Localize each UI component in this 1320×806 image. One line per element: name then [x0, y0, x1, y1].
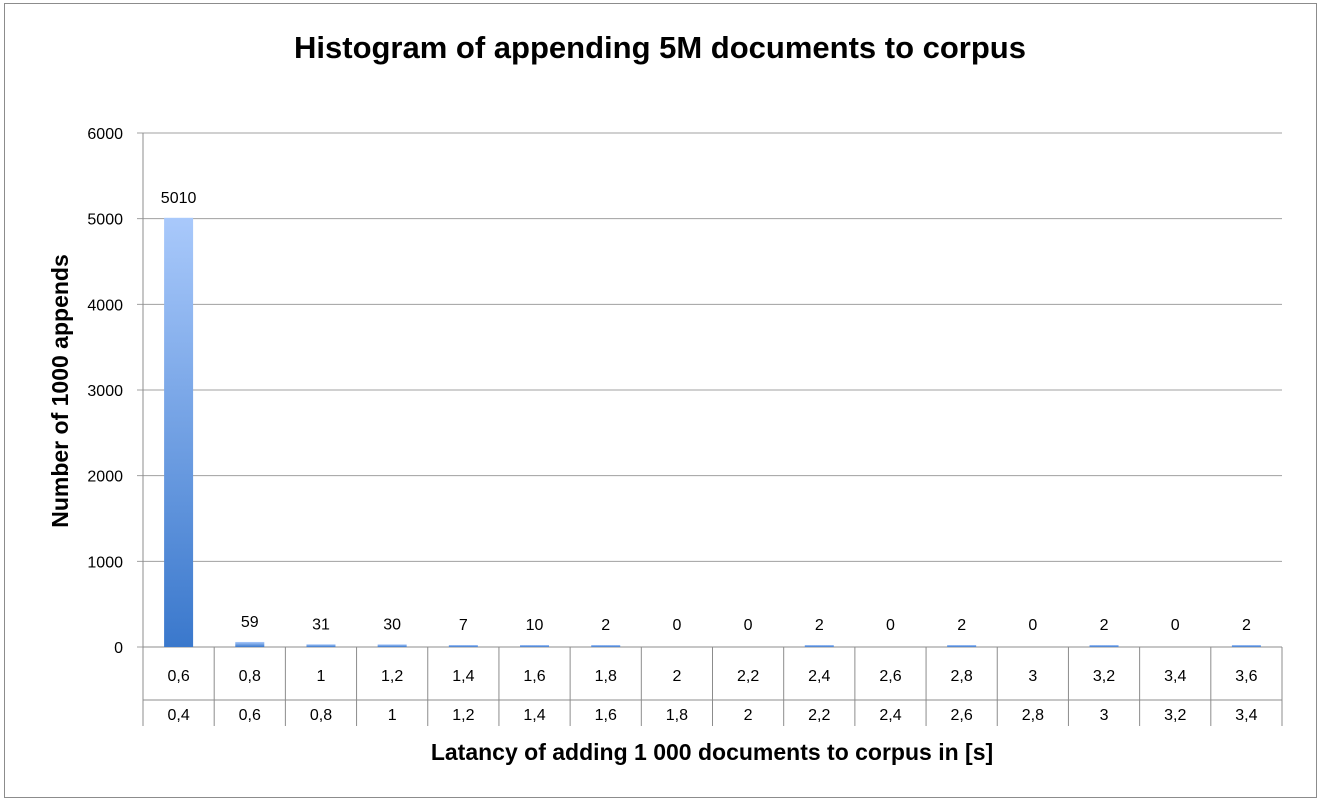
x-tick-label-lower: 2,8 — [1022, 707, 1044, 724]
data-label: 5010 — [161, 190, 197, 207]
x-tick-label-upper: 2,4 — [808, 668, 830, 685]
bar — [591, 645, 621, 647]
data-label: 2 — [1242, 617, 1251, 634]
data-label: 2 — [957, 617, 966, 634]
data-label: 0 — [744, 617, 753, 634]
x-tick-label-upper: 3,2 — [1093, 668, 1115, 685]
x-tick-label-lower: 3 — [1100, 707, 1109, 724]
bar — [306, 644, 336, 647]
x-tick-label-lower: 0,8 — [310, 707, 332, 724]
x-tick-label-lower: 1,6 — [595, 707, 617, 724]
x-tick-label-lower: 2,4 — [879, 707, 901, 724]
data-label: 10 — [526, 617, 544, 634]
bar — [235, 641, 265, 647]
y-tick-label: 1000 — [87, 554, 123, 571]
y-tick-label: 4000 — [87, 297, 123, 314]
x-axis-title: Latancy of adding 1 000 documents to cor… — [431, 739, 993, 765]
data-label: 59 — [241, 614, 259, 631]
x-tick-label-lower: 3,2 — [1164, 707, 1186, 724]
x-tick-label-upper: 1,2 — [381, 668, 403, 685]
data-label: 2 — [1100, 617, 1109, 634]
bar — [1231, 645, 1261, 647]
x-tick-label-lower: 2,2 — [808, 707, 830, 724]
bar — [1089, 645, 1119, 647]
x-tick-label-upper: 1 — [317, 668, 326, 685]
y-tick-label: 2000 — [87, 469, 123, 486]
x-tick-label-lower: 1 — [388, 707, 397, 724]
x-tick-label-lower: 0,6 — [239, 707, 261, 724]
x-tick-label-upper: 3 — [1028, 668, 1037, 685]
data-label: 2 — [815, 617, 824, 634]
x-tick-label-lower: 1,2 — [452, 707, 474, 724]
y-tick-label: 3000 — [87, 383, 123, 400]
data-label: 2 — [601, 617, 610, 634]
data-label: 0 — [886, 617, 895, 634]
bar — [377, 644, 407, 647]
y-tick-label: 6000 — [87, 126, 123, 143]
bars — [164, 217, 1261, 647]
x-tick-label-lower: 0,4 — [167, 707, 189, 724]
data-label: 31 — [312, 616, 330, 633]
x-tick-label-upper: 2 — [672, 668, 681, 685]
data-label: 0 — [1171, 617, 1180, 634]
x-tick-label-upper: 2,8 — [951, 668, 973, 685]
data-label: 0 — [672, 617, 681, 634]
chart-border — [4, 3, 1317, 798]
x-tick-label-lower: 1,8 — [666, 707, 688, 724]
x-tick-label-upper: 0,8 — [239, 668, 261, 685]
x-tick-label-upper: 1,6 — [523, 668, 545, 685]
y-axis-title: Number of 1000 appends — [47, 254, 73, 528]
bar — [164, 217, 194, 647]
y-axis-ticks: 0 1000 2000 3000 4000 5000 6000 — [87, 126, 123, 657]
x-tick-label-lower: 2 — [744, 707, 753, 724]
x-tick-label-lower: 3,4 — [1235, 707, 1257, 724]
x-tick-label-upper: 1,4 — [452, 668, 474, 685]
data-label: 0 — [1028, 617, 1037, 634]
x-axis-categories: 0,6 0,4 0,8 0,6 1 0,8 1,2 1 1,4 1,2 1,6 1,4 1,8 1,6 2 1… — [167, 647, 1283, 726]
data-label: 30 — [383, 616, 401, 633]
data-labels: 5010 59 31 30 7 10 2 0 0 2 0 2 0 2 0 2 — [161, 190, 1251, 634]
bar — [947, 645, 977, 647]
x-tick-label-upper: 3,6 — [1235, 668, 1257, 685]
x-tick-label-upper: 2,2 — [737, 668, 759, 685]
x-tick-label-lower: 2,6 — [951, 707, 973, 724]
x-tick-label-lower: 1,4 — [523, 707, 545, 724]
bar — [448, 645, 478, 647]
bar — [804, 645, 834, 647]
data-label: 7 — [459, 617, 468, 634]
x-tick-label-upper: 2,6 — [879, 668, 901, 685]
x-tick-label-upper: 1,8 — [595, 668, 617, 685]
bar — [520, 645, 550, 647]
chart-title: Histogram of appending 5M documents to c… — [294, 30, 1026, 65]
y-tick-label: 0 — [114, 640, 123, 657]
x-tick-label-upper: 3,4 — [1164, 668, 1186, 685]
x-tick-label-upper: 0,6 — [167, 668, 189, 685]
y-tick-label: 5000 — [87, 212, 123, 229]
